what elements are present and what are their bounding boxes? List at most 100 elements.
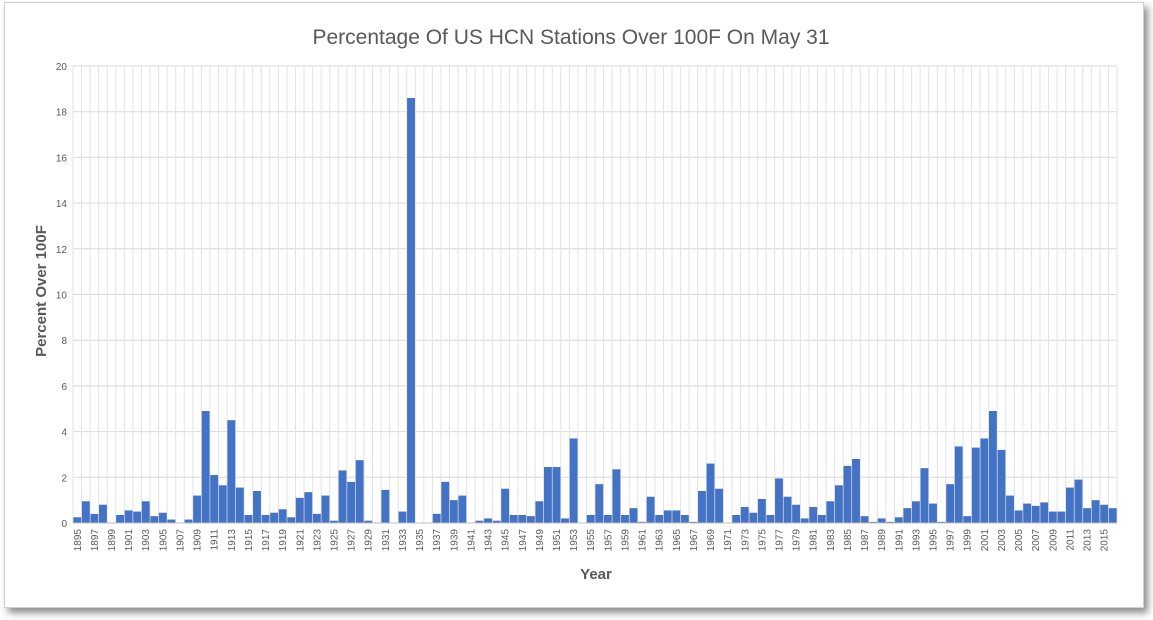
x-tick-label: 1941 xyxy=(466,529,477,552)
x-tick-label: 2001 xyxy=(980,529,991,552)
bar-1998 xyxy=(954,446,963,523)
bar-1957 xyxy=(603,515,612,523)
bar-1999 xyxy=(963,516,972,523)
y-tick-label: 0 xyxy=(61,519,67,530)
bar-1973 xyxy=(740,507,749,523)
bar-1955 xyxy=(586,515,595,523)
y-tick-labels: 0 2 4 6 8 10 12 14 16 18 20 xyxy=(56,62,68,530)
bar-1949 xyxy=(535,501,544,523)
x-tick-label: 1929 xyxy=(364,529,375,552)
x-tick-label: 1957 xyxy=(603,529,614,552)
bar-1909 xyxy=(193,495,202,523)
x-tick-label: 2005 xyxy=(1014,529,1025,552)
bar-1906 xyxy=(167,519,176,523)
y-tick-label: 18 xyxy=(56,108,68,119)
x-tick-label: 1983 xyxy=(826,529,837,552)
x-tick-label: 1945 xyxy=(501,529,512,552)
x-tick-label: 1965 xyxy=(672,529,683,552)
bar-2005 xyxy=(1014,510,1023,523)
bar-1966 xyxy=(680,515,689,523)
bar-1901 xyxy=(124,510,133,523)
bar-1958 xyxy=(612,469,621,523)
bar-1945 xyxy=(501,488,510,523)
bar-1951 xyxy=(552,467,561,523)
x-tick-label: 1981 xyxy=(809,529,820,552)
y-tick-label: 8 xyxy=(61,336,67,347)
bar-1944 xyxy=(492,520,501,523)
x-tick-label: 1917 xyxy=(261,529,272,552)
bar-2000 xyxy=(971,447,980,523)
bar-1898 xyxy=(99,504,107,523)
y-tick-label: 20 xyxy=(56,62,68,73)
bar-1929 xyxy=(364,520,373,523)
bar-1982 xyxy=(817,515,826,523)
x-tick-label: 1971 xyxy=(723,529,734,552)
bar-2001 xyxy=(980,438,989,523)
x-axis-title: Year xyxy=(580,566,612,583)
bar-1900 xyxy=(116,515,125,523)
x-tick-label: 1969 xyxy=(706,529,717,552)
bar-1979 xyxy=(792,504,801,523)
x-tick-label: 2011 xyxy=(1065,529,1076,551)
bar-1970 xyxy=(715,488,724,523)
bar-1925 xyxy=(330,520,338,523)
bar-1962 xyxy=(646,496,655,523)
bar-1965 xyxy=(672,510,681,523)
x-tick-label: 2015 xyxy=(1100,529,1111,552)
bar-1920 xyxy=(287,517,296,523)
bar-1983 xyxy=(826,501,835,523)
bar-1943 xyxy=(484,518,492,523)
x-tick-label: 2007 xyxy=(1031,529,1042,552)
y-tick-label: 10 xyxy=(56,291,68,302)
x-tick-label: 1927 xyxy=(347,529,358,552)
bar-1997 xyxy=(946,484,955,523)
x-tick-label: 1925 xyxy=(330,529,341,552)
bar-1923 xyxy=(312,513,321,523)
bar-1918 xyxy=(270,512,279,523)
bar-1996 xyxy=(937,521,946,523)
bar-2012 xyxy=(1074,479,1083,523)
bar-1916 xyxy=(253,491,261,523)
bar-1919 xyxy=(278,509,287,523)
bar-1980 xyxy=(800,518,809,523)
bar-1904 xyxy=(150,516,159,523)
x-tick-label: 1939 xyxy=(449,529,460,552)
bar-1934 xyxy=(407,97,415,524)
bar-1948 xyxy=(526,516,535,523)
bar-2009 xyxy=(1048,511,1057,523)
bar-1977 xyxy=(775,478,783,523)
x-tick-label: 1947 xyxy=(518,529,529,552)
bar-1928 xyxy=(355,460,364,523)
x-tick-label: 1901 xyxy=(124,529,135,552)
bar-1978 xyxy=(783,496,792,523)
bar-1989 xyxy=(877,518,886,523)
bar-2004 xyxy=(1006,495,1014,523)
x-tick-label: 1979 xyxy=(792,529,803,552)
bar-1922 xyxy=(304,492,313,523)
bar-2015 xyxy=(1100,504,1109,523)
chart-title: Percentage Of US HCN Stations Over 100F … xyxy=(312,26,829,49)
bar-1917 xyxy=(261,515,270,523)
bar-1921 xyxy=(295,497,304,523)
bar-1960 xyxy=(629,508,638,523)
x-tick-label: 1935 xyxy=(415,529,426,552)
bar-1939 xyxy=(449,500,458,523)
y-tick-label: 14 xyxy=(56,199,68,210)
x-tick-label: 2013 xyxy=(1083,529,1094,552)
bar-1905 xyxy=(158,512,167,523)
bar-1915 xyxy=(244,515,253,523)
x-tick-label: 1943 xyxy=(484,529,495,552)
bar-1910 xyxy=(201,411,210,523)
x-tick-label: 1933 xyxy=(398,529,409,552)
bar-2010 xyxy=(1057,511,1066,523)
bar-2008 xyxy=(1040,502,1049,523)
bar-1942 xyxy=(475,520,484,523)
x-tick-label: 1985 xyxy=(843,529,854,552)
x-tick-labels: 1895 1897 1899 1901 1903 1905 1907 1909 1911 1913… xyxy=(73,529,1111,552)
bar-1931 xyxy=(381,489,390,523)
x-tick-label: 1959 xyxy=(620,529,631,552)
bar-1911 xyxy=(210,475,219,523)
y-tick-label: 4 xyxy=(61,428,67,439)
bar-2006 xyxy=(1023,503,1032,523)
bar-1972 xyxy=(732,515,741,523)
